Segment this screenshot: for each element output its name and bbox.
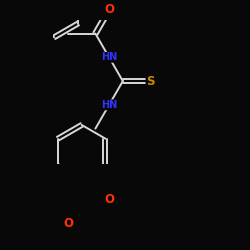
Text: O: O [63,217,73,230]
Text: O: O [104,194,114,206]
Text: HN: HN [101,100,117,110]
Text: HN: HN [101,52,117,62]
Text: O: O [104,3,114,16]
Text: S: S [146,74,154,88]
